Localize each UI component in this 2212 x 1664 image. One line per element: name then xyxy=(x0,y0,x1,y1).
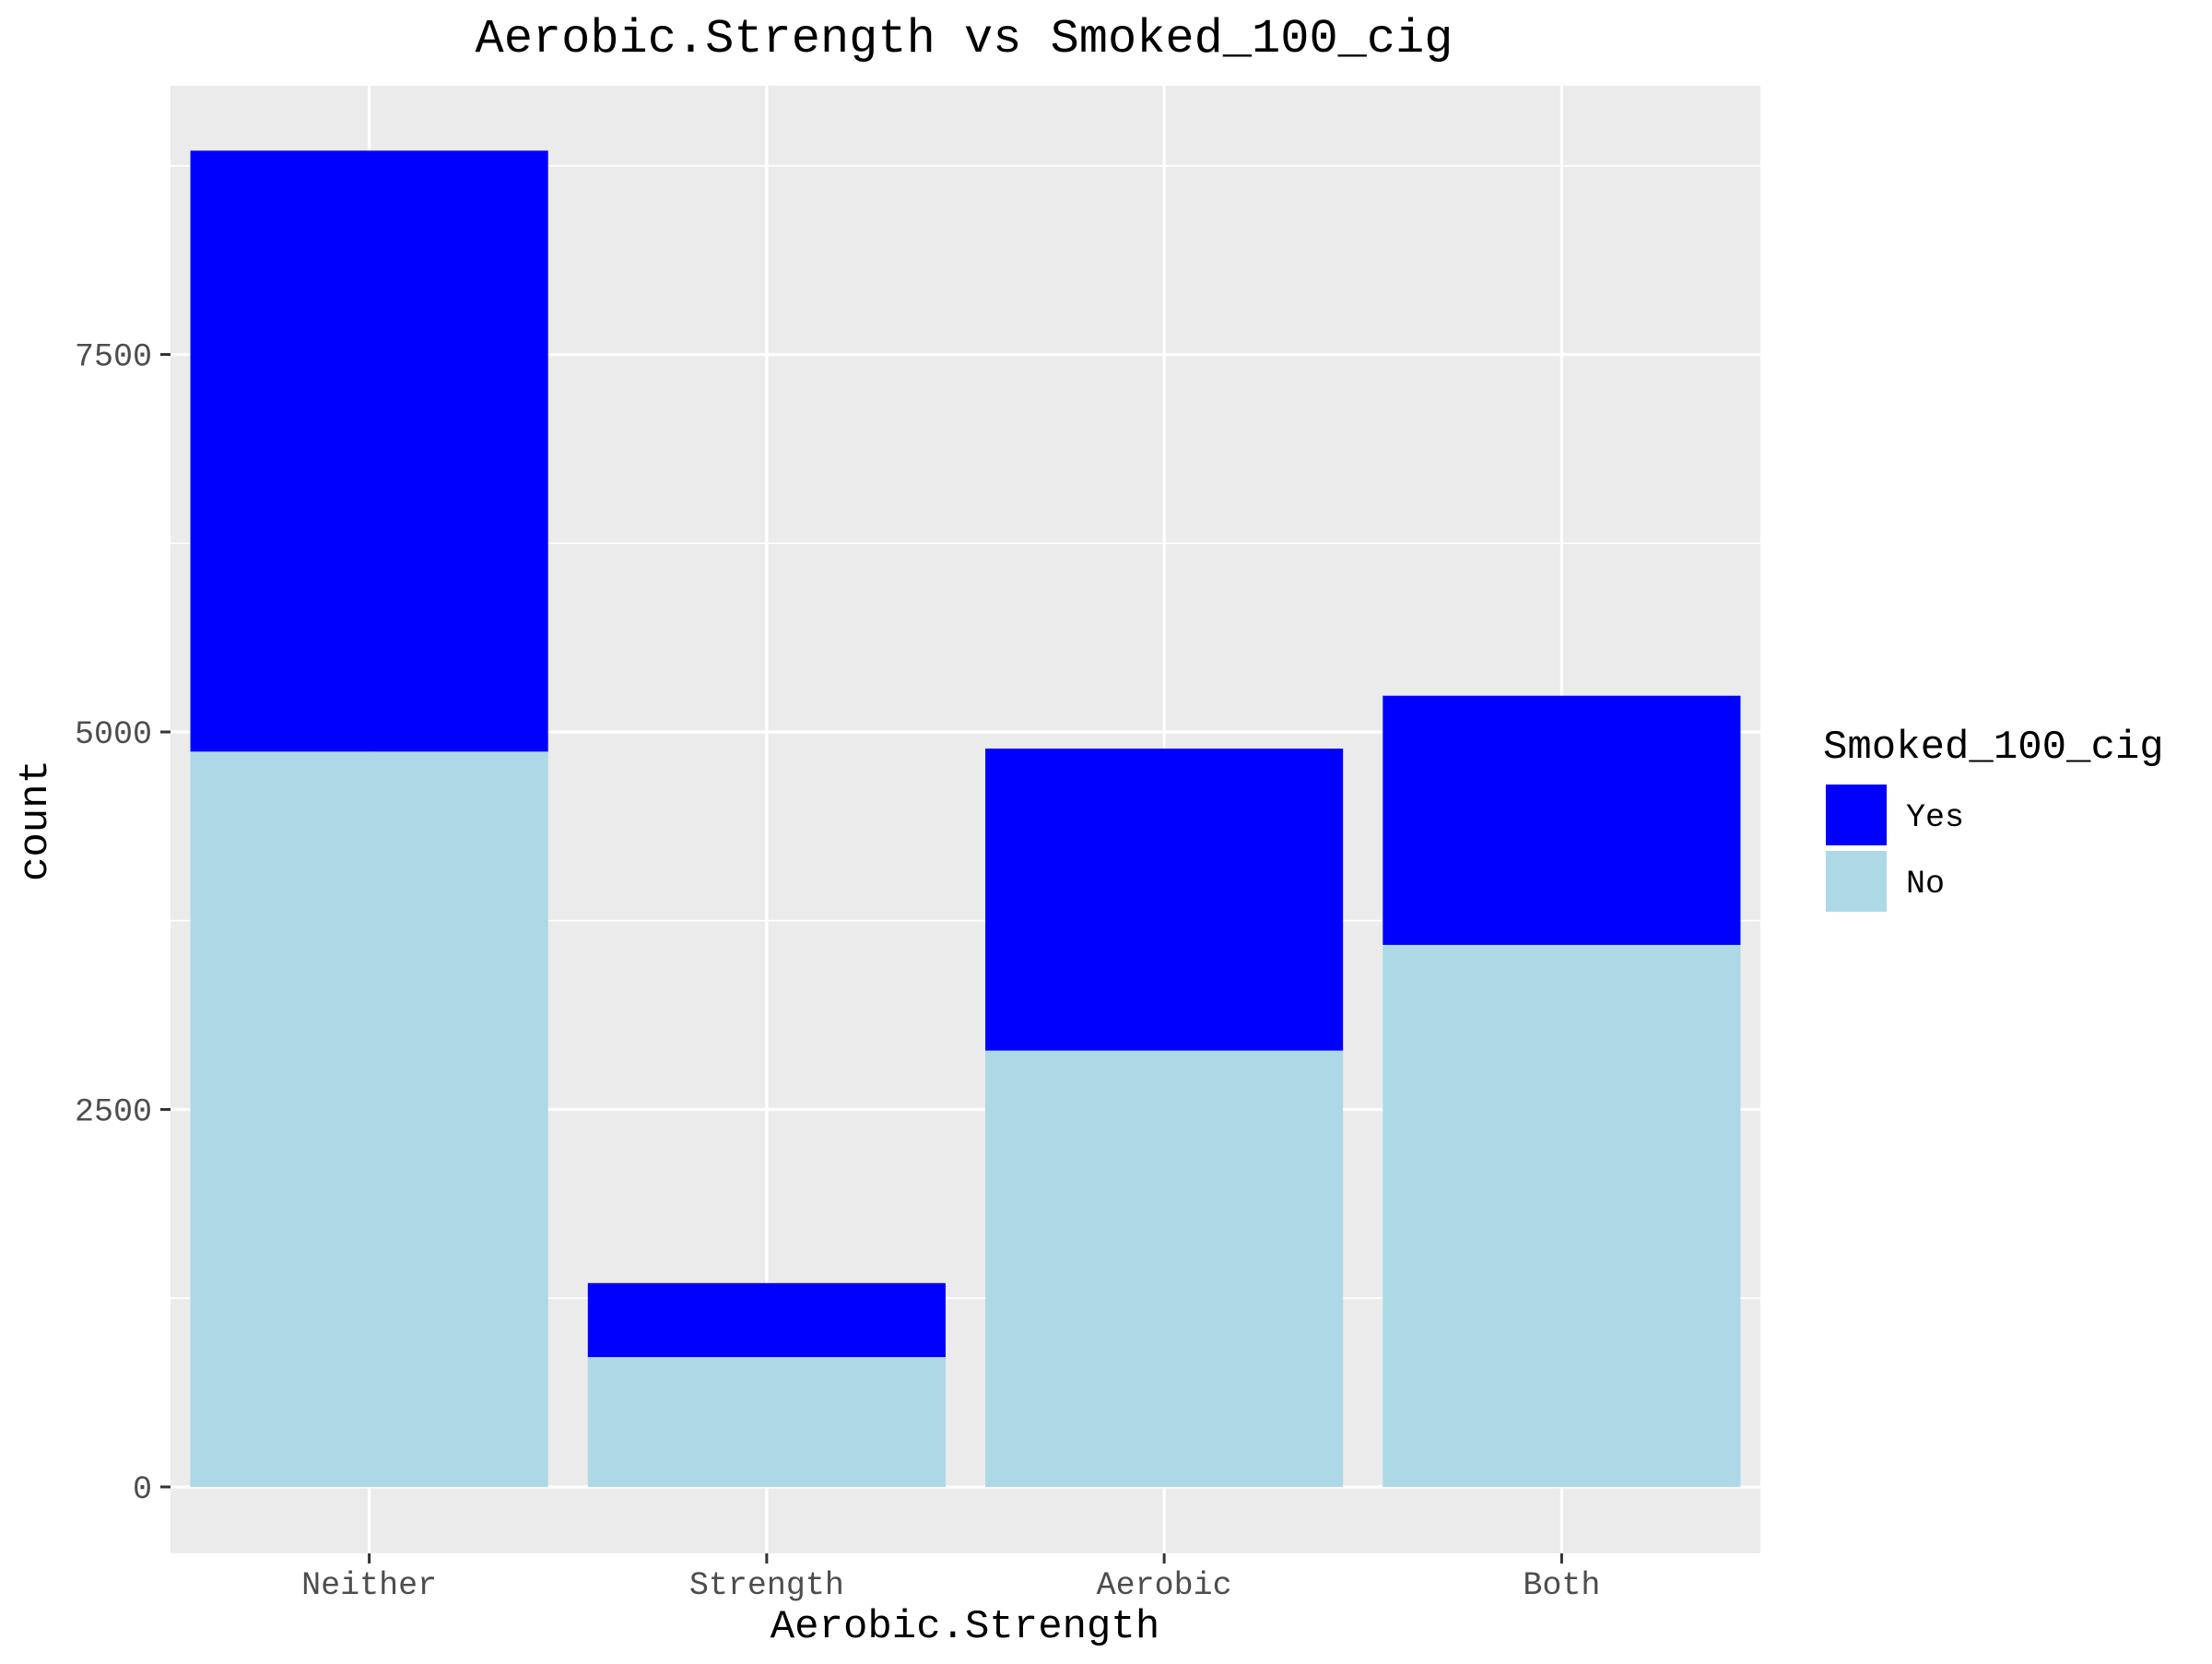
y-tick-label: 0 xyxy=(133,1471,152,1508)
bar-both-no xyxy=(1382,944,1741,1487)
y-tick-label: 2500 xyxy=(75,1093,152,1130)
x-tick-label: Both xyxy=(1523,1567,1600,1604)
x-axis-title: Aerobic.Strength xyxy=(771,1604,1159,1650)
bar-both-yes xyxy=(1382,695,1741,945)
bar-aerobic-no xyxy=(985,1050,1344,1487)
x-tick-label: Neither xyxy=(301,1567,437,1604)
bar-neither-yes xyxy=(190,150,548,752)
bar-neither-no xyxy=(190,751,548,1487)
legend-title: Smoked_100_cig xyxy=(1823,725,2164,771)
y-tick-label: 5000 xyxy=(75,716,152,753)
plot-area: 0 2500 5000 7500 Neither Strength Aerobic Both xyxy=(75,86,1760,1604)
legend-label-no: No xyxy=(1906,866,1945,903)
legend-key-yes xyxy=(1824,783,1888,847)
x-tick-label: Aerobic xyxy=(1097,1567,1232,1604)
y-axis-title: count xyxy=(13,760,59,881)
x-tick-label: Strength xyxy=(689,1567,844,1604)
bar-strength-yes xyxy=(587,1282,946,1358)
legend-label-yes: Yes xyxy=(1906,799,1964,836)
legend-key-no xyxy=(1824,849,1888,914)
legend: Smoked_100_cig Yes No xyxy=(1823,725,2164,914)
y-tick-label: 7500 xyxy=(75,339,152,376)
chart-title: Aerobic.Strength vs Smoked_100_cig xyxy=(476,12,1453,66)
bar-strength-no xyxy=(587,1357,946,1487)
bar-aerobic-yes xyxy=(985,749,1344,1051)
